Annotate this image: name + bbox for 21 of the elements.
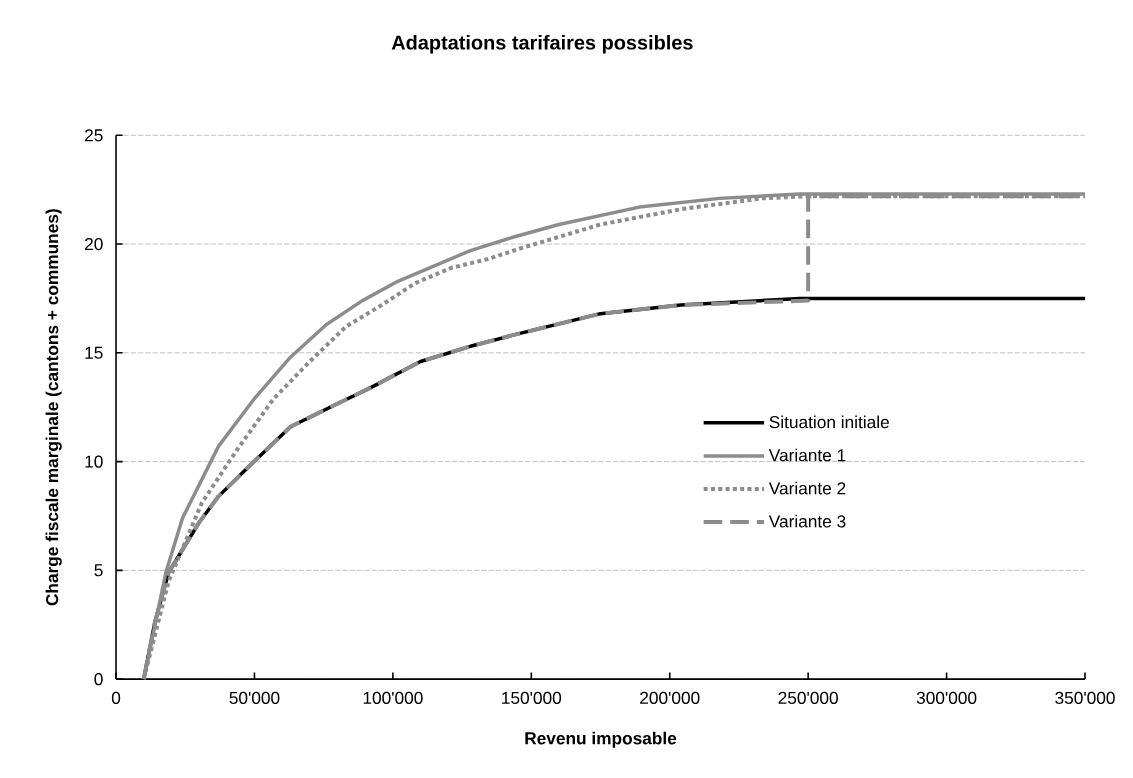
y-tick-label: 10	[85, 455, 103, 468]
x-axis-title: Revenu imposable	[525, 731, 677, 748]
x-tick-label: 200'000	[640, 691, 700, 705]
legend-label: Variante 3	[768, 514, 846, 528]
legend-label: Variante 1	[768, 448, 846, 462]
x-tick-label: 300'000	[916, 691, 977, 705]
y-tick-label: 15	[85, 346, 103, 359]
y-tick-label: 0	[94, 673, 103, 686]
y-axis-title: Charge fiscale marginale (cantons + communes)	[45, 209, 62, 606]
legend-label: Situation initiale	[769, 415, 889, 429]
y-tick-label: 25	[85, 129, 103, 142]
y-tick-label: 5	[94, 564, 103, 577]
y-tick-label: 20	[85, 238, 103, 251]
x-tick-label: 150'000	[502, 691, 562, 705]
x-tick-label: 350'000	[1055, 691, 1115, 705]
x-tick-label: 0	[111, 691, 121, 705]
x-tick-label: 100'000	[363, 691, 423, 705]
chart-title: Adaptations tarifaires possibles	[391, 35, 693, 54]
x-tick-label: 50'000	[229, 691, 280, 705]
legend-label: Variante 2	[768, 481, 846, 495]
x-tick-label: 250'000	[778, 691, 838, 705]
